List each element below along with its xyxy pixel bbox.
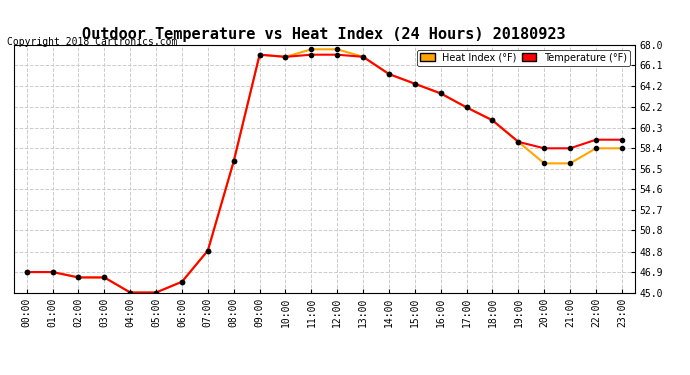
Legend: Heat Index (°F), Temperature (°F): Heat Index (°F), Temperature (°F) — [417, 50, 630, 66]
Text: Copyright 2018 Cartronics.com: Copyright 2018 Cartronics.com — [7, 37, 177, 47]
Title: Outdoor Temperature vs Heat Index (24 Hours) 20180923: Outdoor Temperature vs Heat Index (24 Ho… — [83, 27, 566, 42]
